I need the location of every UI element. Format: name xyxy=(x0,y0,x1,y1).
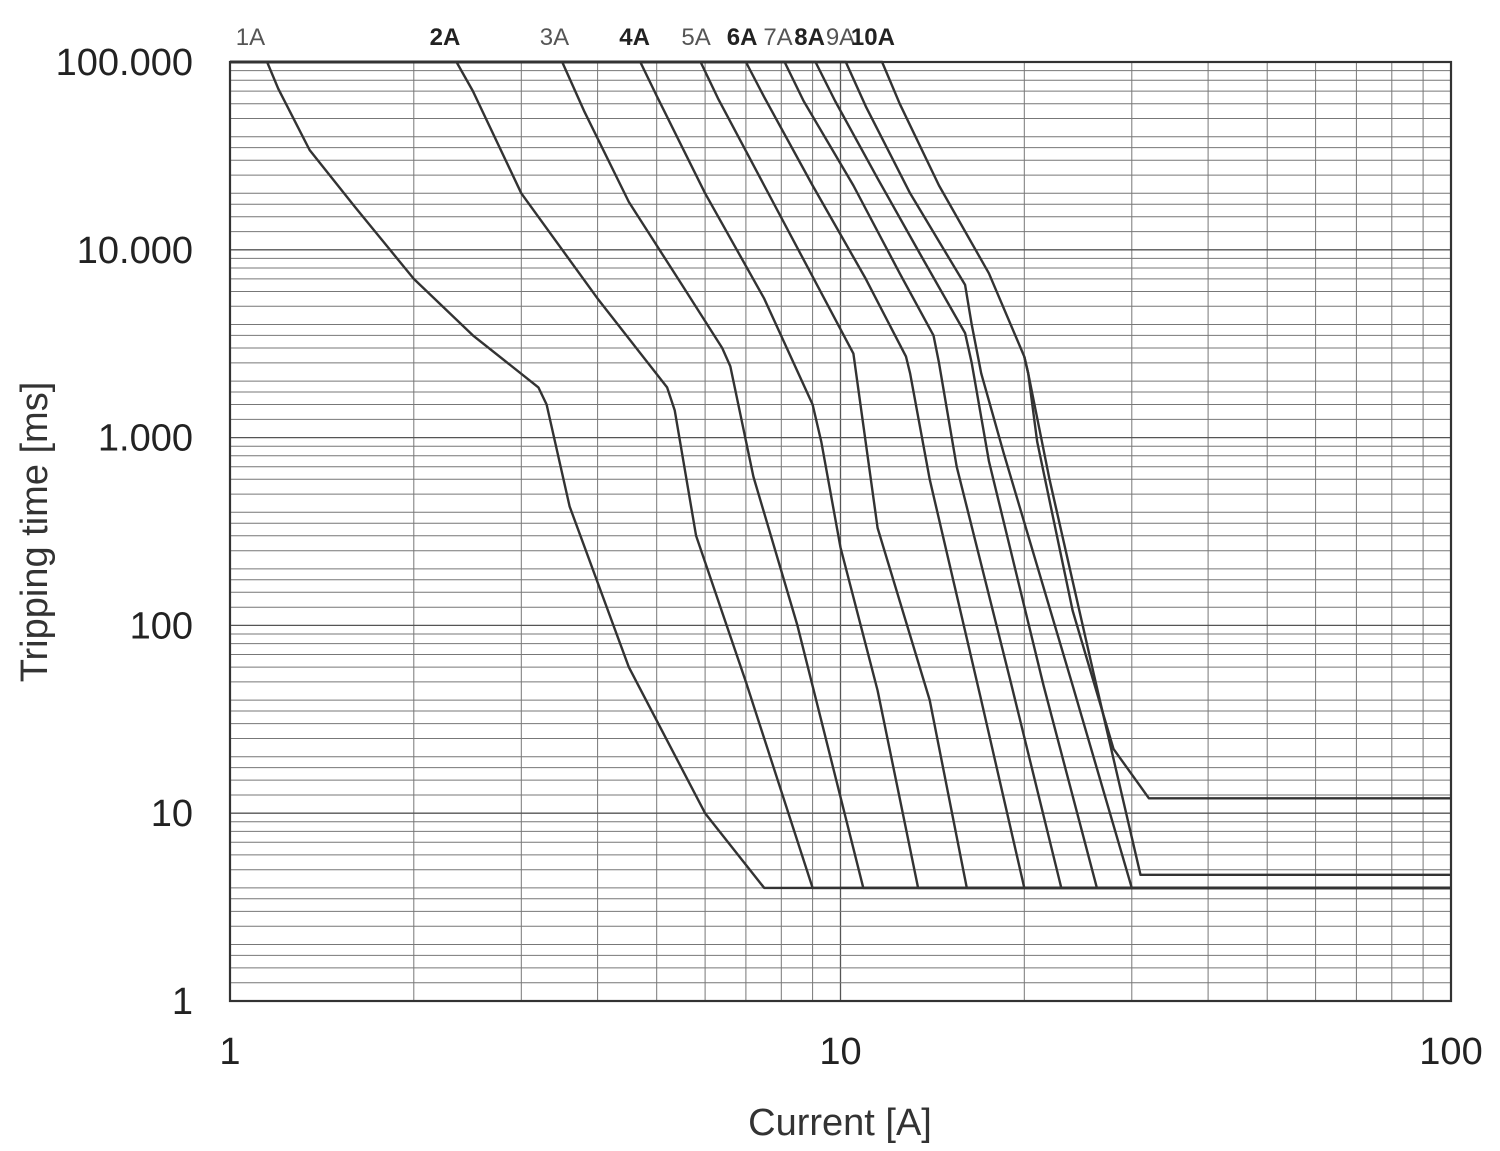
series-label-9A: 9A xyxy=(826,24,855,51)
x-tick-label: 100 xyxy=(1419,1031,1482,1073)
series-line-3A xyxy=(230,60,1451,890)
series-label-8A: 8A xyxy=(794,24,825,51)
plot-frame xyxy=(228,60,1453,1003)
curve-layer xyxy=(230,60,1451,890)
y-tick-label: 1.000 xyxy=(98,418,193,460)
y-tick-label: 10.000 xyxy=(77,230,193,272)
ticks-layer: 1 10 100 1 10 100 1.000 10.000 100.000 xyxy=(56,42,1483,1073)
x-tick-label: 1 xyxy=(219,1031,240,1073)
series-line-9A xyxy=(230,60,1451,890)
y-tick-label: 1 xyxy=(172,981,193,1023)
y-tick-label: 100 xyxy=(130,605,193,647)
series-label-6A: 6A xyxy=(727,24,758,51)
series-line-2A xyxy=(230,60,1451,890)
series-label-10A: 10A xyxy=(851,24,895,51)
series-line-5A xyxy=(230,60,1451,890)
x-tick-label: 10 xyxy=(819,1031,861,1073)
series-line-8A xyxy=(230,60,1451,890)
y-axis-title: Tripping time [ms] xyxy=(14,382,56,683)
series-line-1A xyxy=(230,60,1451,890)
series-label-7A: 7A xyxy=(763,24,792,51)
series-label-4A: 4A xyxy=(619,24,650,51)
y-tick-label: 10 xyxy=(151,793,193,835)
x-axis-title: Current [A] xyxy=(748,1102,932,1144)
series-line-4A xyxy=(230,60,1451,890)
series-line-10A-trip xyxy=(1023,356,1451,800)
y-tick-label: 100.000 xyxy=(56,42,193,84)
grid-layer xyxy=(230,62,1451,1001)
series-label-1A: 1A xyxy=(236,24,265,51)
series-label-5A: 5A xyxy=(681,24,710,51)
series-line-7A xyxy=(230,60,1451,890)
series-line-6A xyxy=(230,60,1451,890)
series-label-3A: 3A xyxy=(540,24,569,51)
series-label-2A: 2A xyxy=(430,24,461,51)
